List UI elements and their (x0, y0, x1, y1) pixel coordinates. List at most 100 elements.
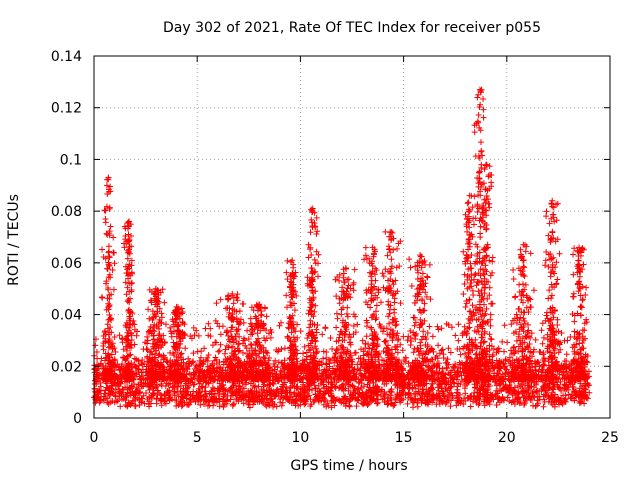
data-point (293, 397, 300, 404)
data-point (549, 385, 556, 392)
data-point (540, 361, 547, 368)
data-point (189, 379, 196, 386)
data-point (572, 392, 579, 399)
data-point (476, 390, 483, 397)
data-point (196, 358, 203, 365)
data-point (258, 386, 265, 393)
data-point (444, 387, 451, 394)
data-point (560, 363, 567, 370)
data-point (539, 372, 546, 379)
data-point (182, 345, 189, 352)
data-point (542, 358, 549, 365)
data-point (420, 328, 427, 335)
data-point (536, 348, 543, 355)
data-point (211, 398, 218, 405)
data-point (562, 395, 569, 402)
data-point (319, 394, 326, 401)
data-point (200, 361, 207, 368)
data-point (499, 376, 506, 383)
data-point (407, 341, 414, 348)
data-point (190, 388, 197, 395)
data-point (233, 386, 240, 393)
data-point (541, 396, 548, 403)
data-point (372, 390, 379, 397)
data-point (187, 399, 194, 406)
data-point (310, 398, 317, 405)
data-point (301, 388, 308, 395)
data-point (124, 384, 131, 391)
data-point (201, 374, 208, 381)
data-point (107, 399, 114, 406)
data-point (193, 390, 200, 397)
data-point (373, 400, 380, 407)
data-point (326, 363, 333, 370)
data-point (340, 384, 347, 391)
data-point (319, 373, 326, 380)
data-point (454, 395, 461, 402)
data-point (452, 332, 459, 339)
data-point (163, 358, 170, 365)
data-point (95, 389, 102, 396)
data-point (320, 355, 327, 362)
data-point (327, 334, 334, 341)
data-point (444, 356, 451, 363)
data-point (481, 402, 488, 409)
data-point (510, 387, 517, 394)
data-point (518, 388, 525, 395)
data-point (447, 369, 454, 376)
data-point (578, 399, 585, 406)
data-point (172, 397, 179, 404)
data-point (216, 403, 223, 410)
data-point (519, 384, 526, 391)
data-point (322, 389, 329, 396)
data-point (278, 346, 285, 353)
data-point (209, 384, 216, 391)
data-point (440, 354, 447, 361)
data-point (438, 325, 445, 332)
data-point (250, 394, 257, 401)
data-point (481, 338, 488, 345)
data-point (323, 360, 330, 367)
data-point (160, 352, 167, 359)
data-point (188, 335, 195, 342)
data-point (444, 397, 451, 404)
data-point (269, 390, 276, 397)
data-point (563, 351, 570, 358)
data-point (540, 366, 547, 373)
data-point (443, 359, 450, 366)
data-point (414, 391, 421, 398)
data-point (270, 403, 277, 410)
data-point (229, 392, 236, 399)
data-point (296, 391, 303, 398)
data-point (534, 387, 541, 394)
data-point (339, 395, 346, 402)
data-point (488, 393, 495, 400)
data-point (355, 355, 362, 362)
data-point (96, 399, 103, 406)
data-point (368, 394, 375, 401)
data-point (161, 396, 168, 403)
data-point (394, 349, 401, 356)
data-point (540, 334, 547, 341)
data-point (103, 384, 110, 391)
data-point (241, 385, 248, 392)
data-point (157, 395, 164, 402)
data-point (414, 399, 421, 406)
data-point (147, 382, 154, 389)
data-point (111, 260, 118, 267)
data-point (201, 388, 208, 395)
data-point (546, 395, 553, 402)
data-point (418, 396, 425, 403)
data-point (196, 368, 203, 375)
data-point (457, 381, 464, 388)
data-point (532, 336, 539, 343)
data-point (324, 400, 331, 407)
data-point (94, 371, 101, 378)
data-point (174, 389, 181, 396)
data-point (346, 381, 353, 388)
data-point (508, 321, 515, 328)
data-point (115, 364, 122, 371)
data-point (558, 399, 565, 406)
data-point (435, 326, 442, 333)
data-point (263, 396, 270, 403)
